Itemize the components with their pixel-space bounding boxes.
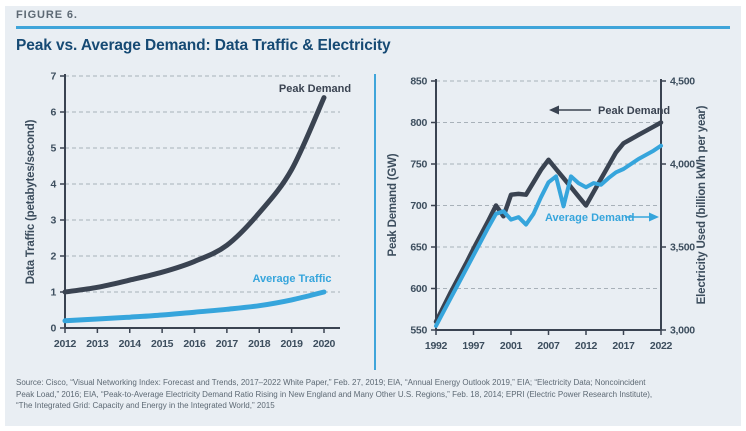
peak-demand-arrowhead xyxy=(549,105,559,115)
y-tick-label: 0 xyxy=(50,323,56,335)
peak-demand-line xyxy=(433,120,664,324)
x-tick-label: 2014 xyxy=(119,338,142,350)
source-line: “The Integrated Grid: Capacity and Energ… xyxy=(16,401,275,410)
y-tick-right-label: 4,000 xyxy=(670,159,695,171)
y-tick-right-label: 3,000 xyxy=(670,325,695,337)
y-tick-left-label: 550 xyxy=(410,325,427,337)
peak-demand-label: Peak Demand xyxy=(598,105,670,117)
data-traffic-chart: 0 1 2 3 4 5 6 7 2012 2013 2014 2015 2016 2017 2018 2019… xyxy=(25,71,351,351)
x-tick-label: 2016 xyxy=(183,338,206,350)
source-line: Peak Load,” 2016; EIA, “Peak-to-Average … xyxy=(16,389,653,399)
x-tick-label: 2017 xyxy=(612,340,635,352)
y-tick-label: 2 xyxy=(50,251,56,263)
y-tick-right-label: 3,500 xyxy=(670,242,695,254)
average-demand-line xyxy=(434,143,663,328)
x-tick-label: 2013 xyxy=(86,338,109,350)
y-axis-left-title: Peak Demand (GW) xyxy=(387,153,399,256)
x-tick-label: 2019 xyxy=(281,338,304,350)
x-tick-label: 1997 xyxy=(462,340,485,352)
x-tick-label: 2012 xyxy=(575,340,598,352)
y-tick-label: 6 xyxy=(50,107,56,119)
y-tick-right-label: 4,500 xyxy=(670,76,695,88)
source-note: Source: Cisco, “Visual Networking Index:… xyxy=(16,377,724,412)
source-line: Source: Cisco, “Visual Networking Index:… xyxy=(16,378,646,387)
y-tick-left-label: 750 xyxy=(410,159,427,171)
x-tick-label: 1992 xyxy=(425,340,448,352)
x-tick-label: 2015 xyxy=(151,338,174,350)
y-tick-left-label: 650 xyxy=(410,242,427,254)
electricity-demand-chart: 550 600 650 700 750 800 850 3,000 3,500 4,000 4,50… xyxy=(387,76,708,353)
x-tick-label: 2022 xyxy=(650,340,673,352)
y-tick-label: 3 xyxy=(50,215,56,227)
y-axis-title: Data Traffic (petabytes/second) xyxy=(25,119,37,284)
peak-demand-label: Peak Demand xyxy=(279,83,351,95)
x-tick-label: 2012 xyxy=(54,338,77,350)
y-tick-left-label: 850 xyxy=(410,76,427,88)
peak-demand-line xyxy=(62,95,327,295)
y-tick-label: 1 xyxy=(50,287,56,299)
figure-title: Peak vs. Average Demand: Data Traffic & … xyxy=(16,37,391,54)
chart-separator xyxy=(374,74,376,370)
average-traffic-line xyxy=(62,289,327,324)
average-demand-label: Average Demand xyxy=(545,212,634,224)
panel-background xyxy=(5,6,741,426)
average-traffic-label: Average Traffic xyxy=(252,273,331,285)
figure-label: FIGURE 6. xyxy=(16,9,78,21)
x-tick-label: 2018 xyxy=(248,338,271,350)
x-tick-label: 2017 xyxy=(216,338,239,350)
x-tick-label: 2020 xyxy=(313,338,336,350)
y-tick-label: 4 xyxy=(50,179,56,191)
y-tick-left-label: 800 xyxy=(410,117,427,129)
average-demand-arrowhead xyxy=(649,212,659,222)
y-tick-label: 5 xyxy=(50,143,56,155)
x-tick-label: 2001 xyxy=(500,340,523,352)
y-axis-right-title: Electricity Used (billion kWh per year) xyxy=(696,105,708,304)
x-tick-label: 2007 xyxy=(537,340,560,352)
y-tick-left-label: 700 xyxy=(410,200,427,212)
y-tick-left-label: 600 xyxy=(410,283,427,295)
y-tick-label: 7 xyxy=(50,71,56,83)
accent-rule xyxy=(16,26,730,29)
